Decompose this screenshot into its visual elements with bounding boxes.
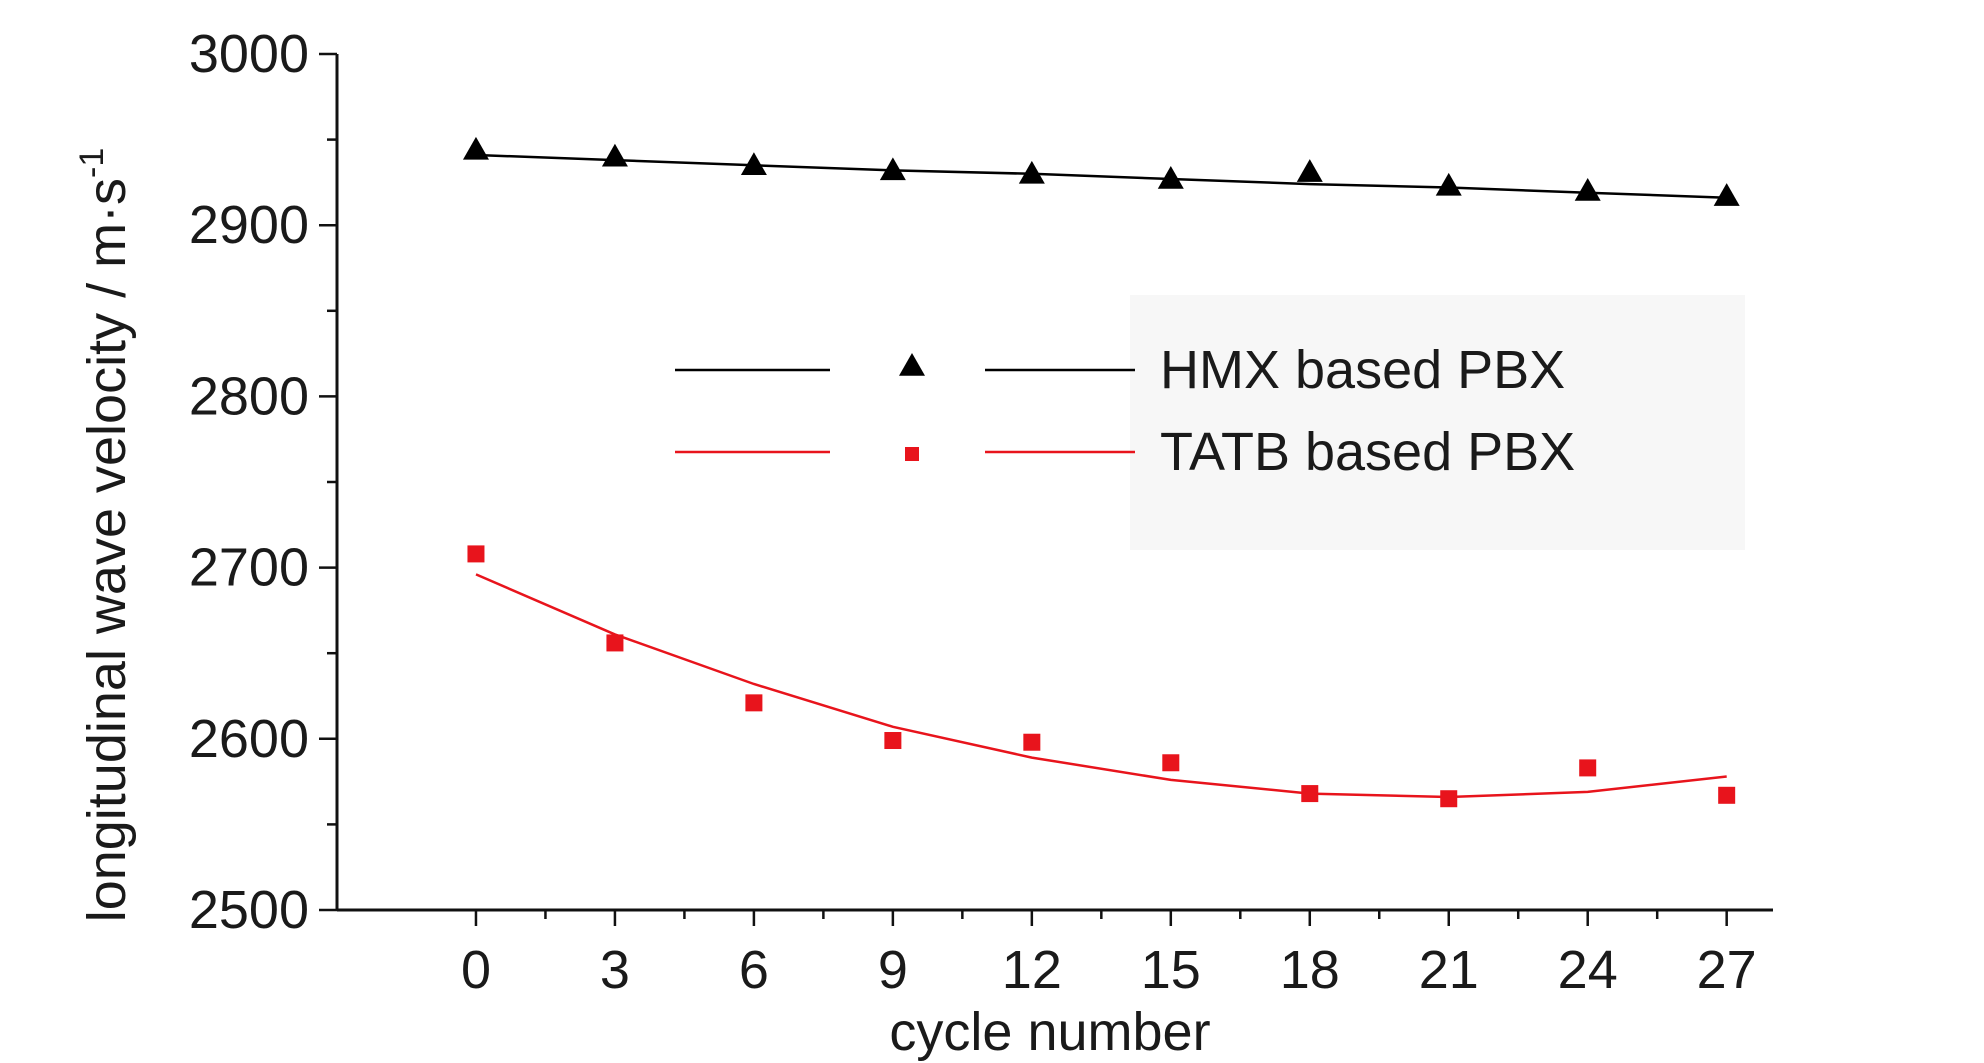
series-2-point [1718,786,1736,804]
series-1-point [1157,165,1184,189]
x-tick-label: 6 [739,940,769,1000]
x-tick-label: 27 [1697,940,1757,1000]
series-2-point [1301,785,1319,803]
series-1-point [1435,172,1462,196]
x-axis-title: cycle number [889,1002,1210,1062]
series-1-point [1713,183,1740,206]
series-2-point [467,545,485,563]
fit-curves [475,153,1727,799]
series-2-point [884,732,902,750]
series-1-point [740,152,767,176]
legend: HMX based PBX TATB based PBX [675,340,1575,482]
series-1-point [1018,160,1045,184]
x-tick-label: 15 [1141,940,1201,1000]
y-tick-label: 3000 [189,24,309,84]
y-tick-label: 2500 [189,880,309,940]
x-tick-label: 24 [1558,940,1618,1000]
series-2-fit-line [475,573,1727,799]
series-1-point [462,136,489,160]
legend-label: HMX based PBX [1160,340,1565,400]
series-2-point [1162,754,1180,772]
legend-marker [899,353,925,376]
legend-label: TATB based PBX [1160,422,1575,482]
x-tick-label: 18 [1280,940,1340,1000]
series-1-point [879,157,906,181]
legend-background [1130,295,1745,550]
x-tick-label: 12 [1002,940,1062,1000]
series-2-point [745,694,763,712]
series-1-fit-line [475,153,1727,200]
y-tick-label: 2800 [189,366,309,426]
x-tick-label: 3 [600,940,630,1000]
series-2-point [1579,759,1597,777]
axes: 2500 2600 2700 2800 2900 3000 0 3 6 9 12 15 18 21 24 27 [189,24,1773,1000]
x-tick-label: 9 [878,940,908,1000]
legend-marker [905,447,919,461]
y-tick-label: 2600 [189,709,309,769]
series-1-point [1296,159,1323,182]
x-tick-label: 21 [1419,940,1479,1000]
series-1-point [1574,177,1601,201]
y-axis-title-main: longitudinal wave velocity / m·s [77,178,137,922]
series-2-point [1023,733,1041,751]
data-points [462,136,1740,808]
x-tick-label: 0 [461,940,491,1000]
y-tick-label: 2700 [189,538,309,598]
series-2-point [606,634,624,652]
y-tick-label: 2900 [189,195,309,255]
y-axis-title: longitudinal wave velocity / m·s-1 [73,148,137,923]
series-1-point [601,143,628,167]
y-axis-title-superscript: -1 [73,148,111,178]
series-2-point [1440,790,1458,808]
